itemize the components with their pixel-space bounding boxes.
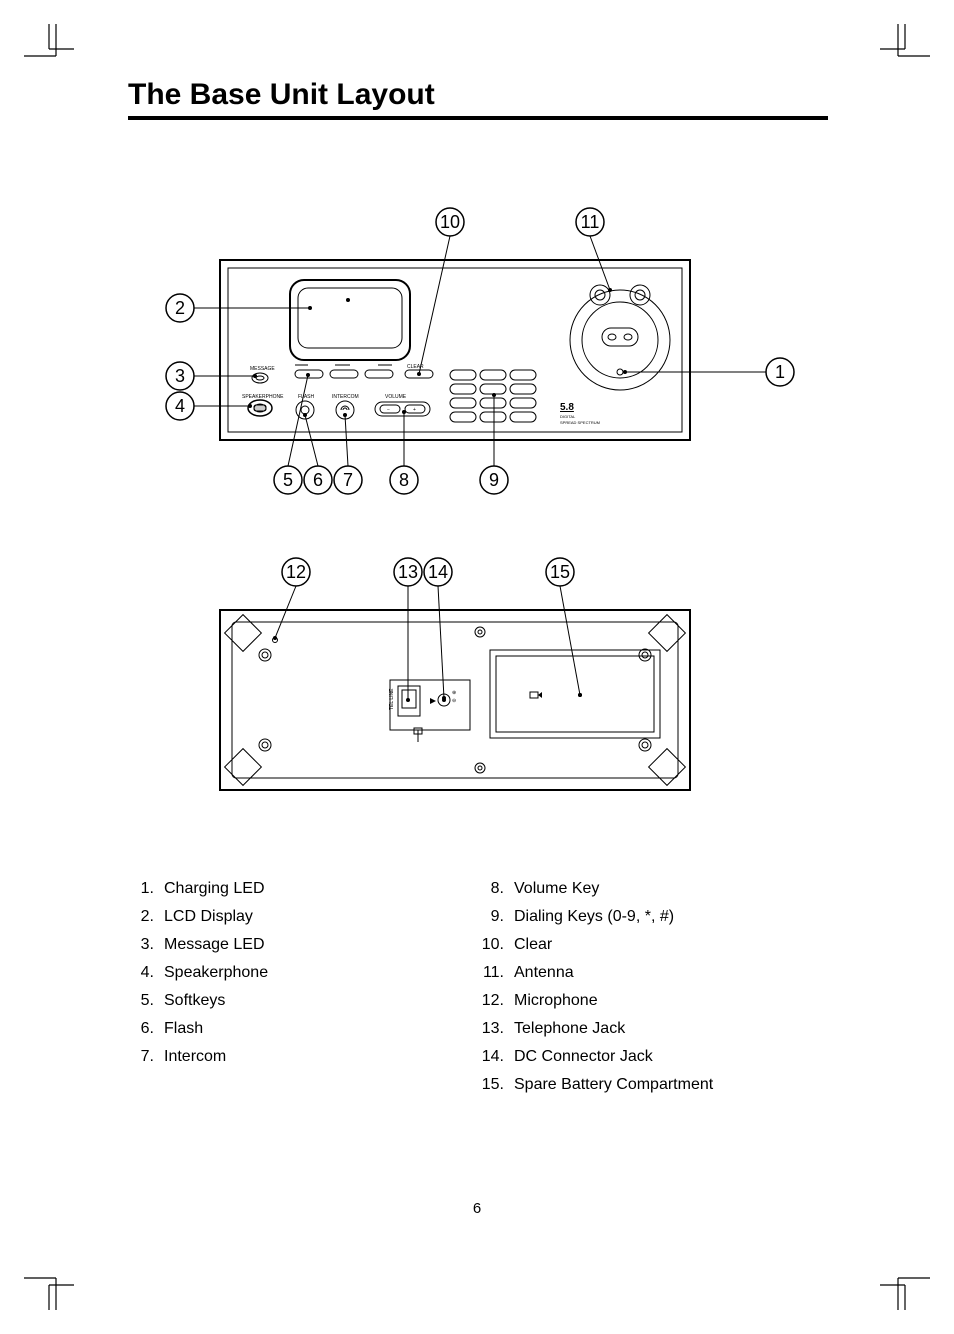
svg-text:−: − xyxy=(387,407,390,413)
legend-item: 13.Telephone Jack xyxy=(478,1020,828,1038)
page-title: The Base Unit Layout xyxy=(128,78,435,112)
legend-item: 2.LCD Display xyxy=(128,908,478,926)
svg-text:10: 10 xyxy=(440,212,460,232)
legend-item: 15.Spare Battery Compartment xyxy=(478,1076,828,1094)
crop-mark-tl xyxy=(24,24,74,74)
svg-text:9: 9 xyxy=(489,470,499,490)
label-ghz: 5.8 xyxy=(560,402,574,413)
svg-text:8: 8 xyxy=(399,470,409,490)
crop-mark-tr xyxy=(880,24,930,74)
legend-item: 12.Microphone xyxy=(478,992,828,1010)
label-tel: TEL LINE xyxy=(389,688,395,710)
label-speaker: SPEAKERPHONE xyxy=(242,394,284,400)
svg-text:1: 1 xyxy=(775,362,785,382)
svg-text:5: 5 xyxy=(283,470,293,490)
legend-item: 5.Softkeys xyxy=(128,992,478,1010)
page-number: 6 xyxy=(0,1200,954,1217)
svg-text:⊖: ⊖ xyxy=(452,698,456,704)
svg-text:12: 12 xyxy=(286,562,306,582)
label-message: MESSAGE xyxy=(250,366,275,372)
bottom-view: TEL LINE ⊕ ⊖ 12 13 14 15 xyxy=(220,558,690,790)
svg-text:2: 2 xyxy=(175,298,185,318)
svg-text:SPREAD SPECTRUM: SPREAD SPECTRUM xyxy=(560,420,600,425)
legend-col-left: 1.Charging LED 2.LCD Display 3.Message L… xyxy=(128,870,478,1104)
legend: 1.Charging LED 2.LCD Display 3.Message L… xyxy=(128,870,828,1104)
label-flash: FLASH xyxy=(298,394,315,400)
legend-item: 3.Message LED xyxy=(128,936,478,954)
svg-text:7: 7 xyxy=(343,470,353,490)
svg-text:+: + xyxy=(413,407,416,413)
svg-text:4: 4 xyxy=(175,396,185,416)
crop-mark-br xyxy=(880,1260,930,1310)
legend-item: 7.Intercom xyxy=(128,1048,478,1066)
legend-item: 11.Antenna xyxy=(478,964,828,982)
legend-item: 9.Dialing Keys (0-9, *, #) xyxy=(478,908,828,926)
svg-text:⊕: ⊕ xyxy=(452,690,456,696)
legend-col-right: 8.Volume Key 9.Dialing Keys (0-9, *, #) … xyxy=(478,870,828,1104)
label-intercom: INTERCOM xyxy=(332,394,359,400)
diagram-area: MESSAGE SPEAKERPHONE CLEAR FLASH INTERCO… xyxy=(160,200,800,800)
svg-text:6: 6 xyxy=(313,470,323,490)
title-underline xyxy=(128,116,828,120)
top-view: MESSAGE SPEAKERPHONE CLEAR FLASH INTERCO… xyxy=(220,260,690,440)
svg-text:15: 15 xyxy=(550,562,570,582)
label-volume: VOLUME xyxy=(385,394,407,400)
crop-mark-bl xyxy=(24,1260,74,1310)
svg-text:11: 11 xyxy=(581,212,600,232)
legend-item: 10.Clear xyxy=(478,936,828,954)
svg-text:14: 14 xyxy=(428,562,448,582)
legend-item: 6.Flash xyxy=(128,1020,478,1038)
svg-text:13: 13 xyxy=(398,562,418,582)
legend-item: 8.Volume Key xyxy=(478,880,828,898)
legend-item: 14.DC Connector Jack xyxy=(478,1048,828,1066)
svg-text:3: 3 xyxy=(175,366,185,386)
legend-item: 1.Charging LED xyxy=(128,880,478,898)
svg-text:DIGITAL: DIGITAL xyxy=(560,414,576,419)
legend-item: 4.Speakerphone xyxy=(128,964,478,982)
